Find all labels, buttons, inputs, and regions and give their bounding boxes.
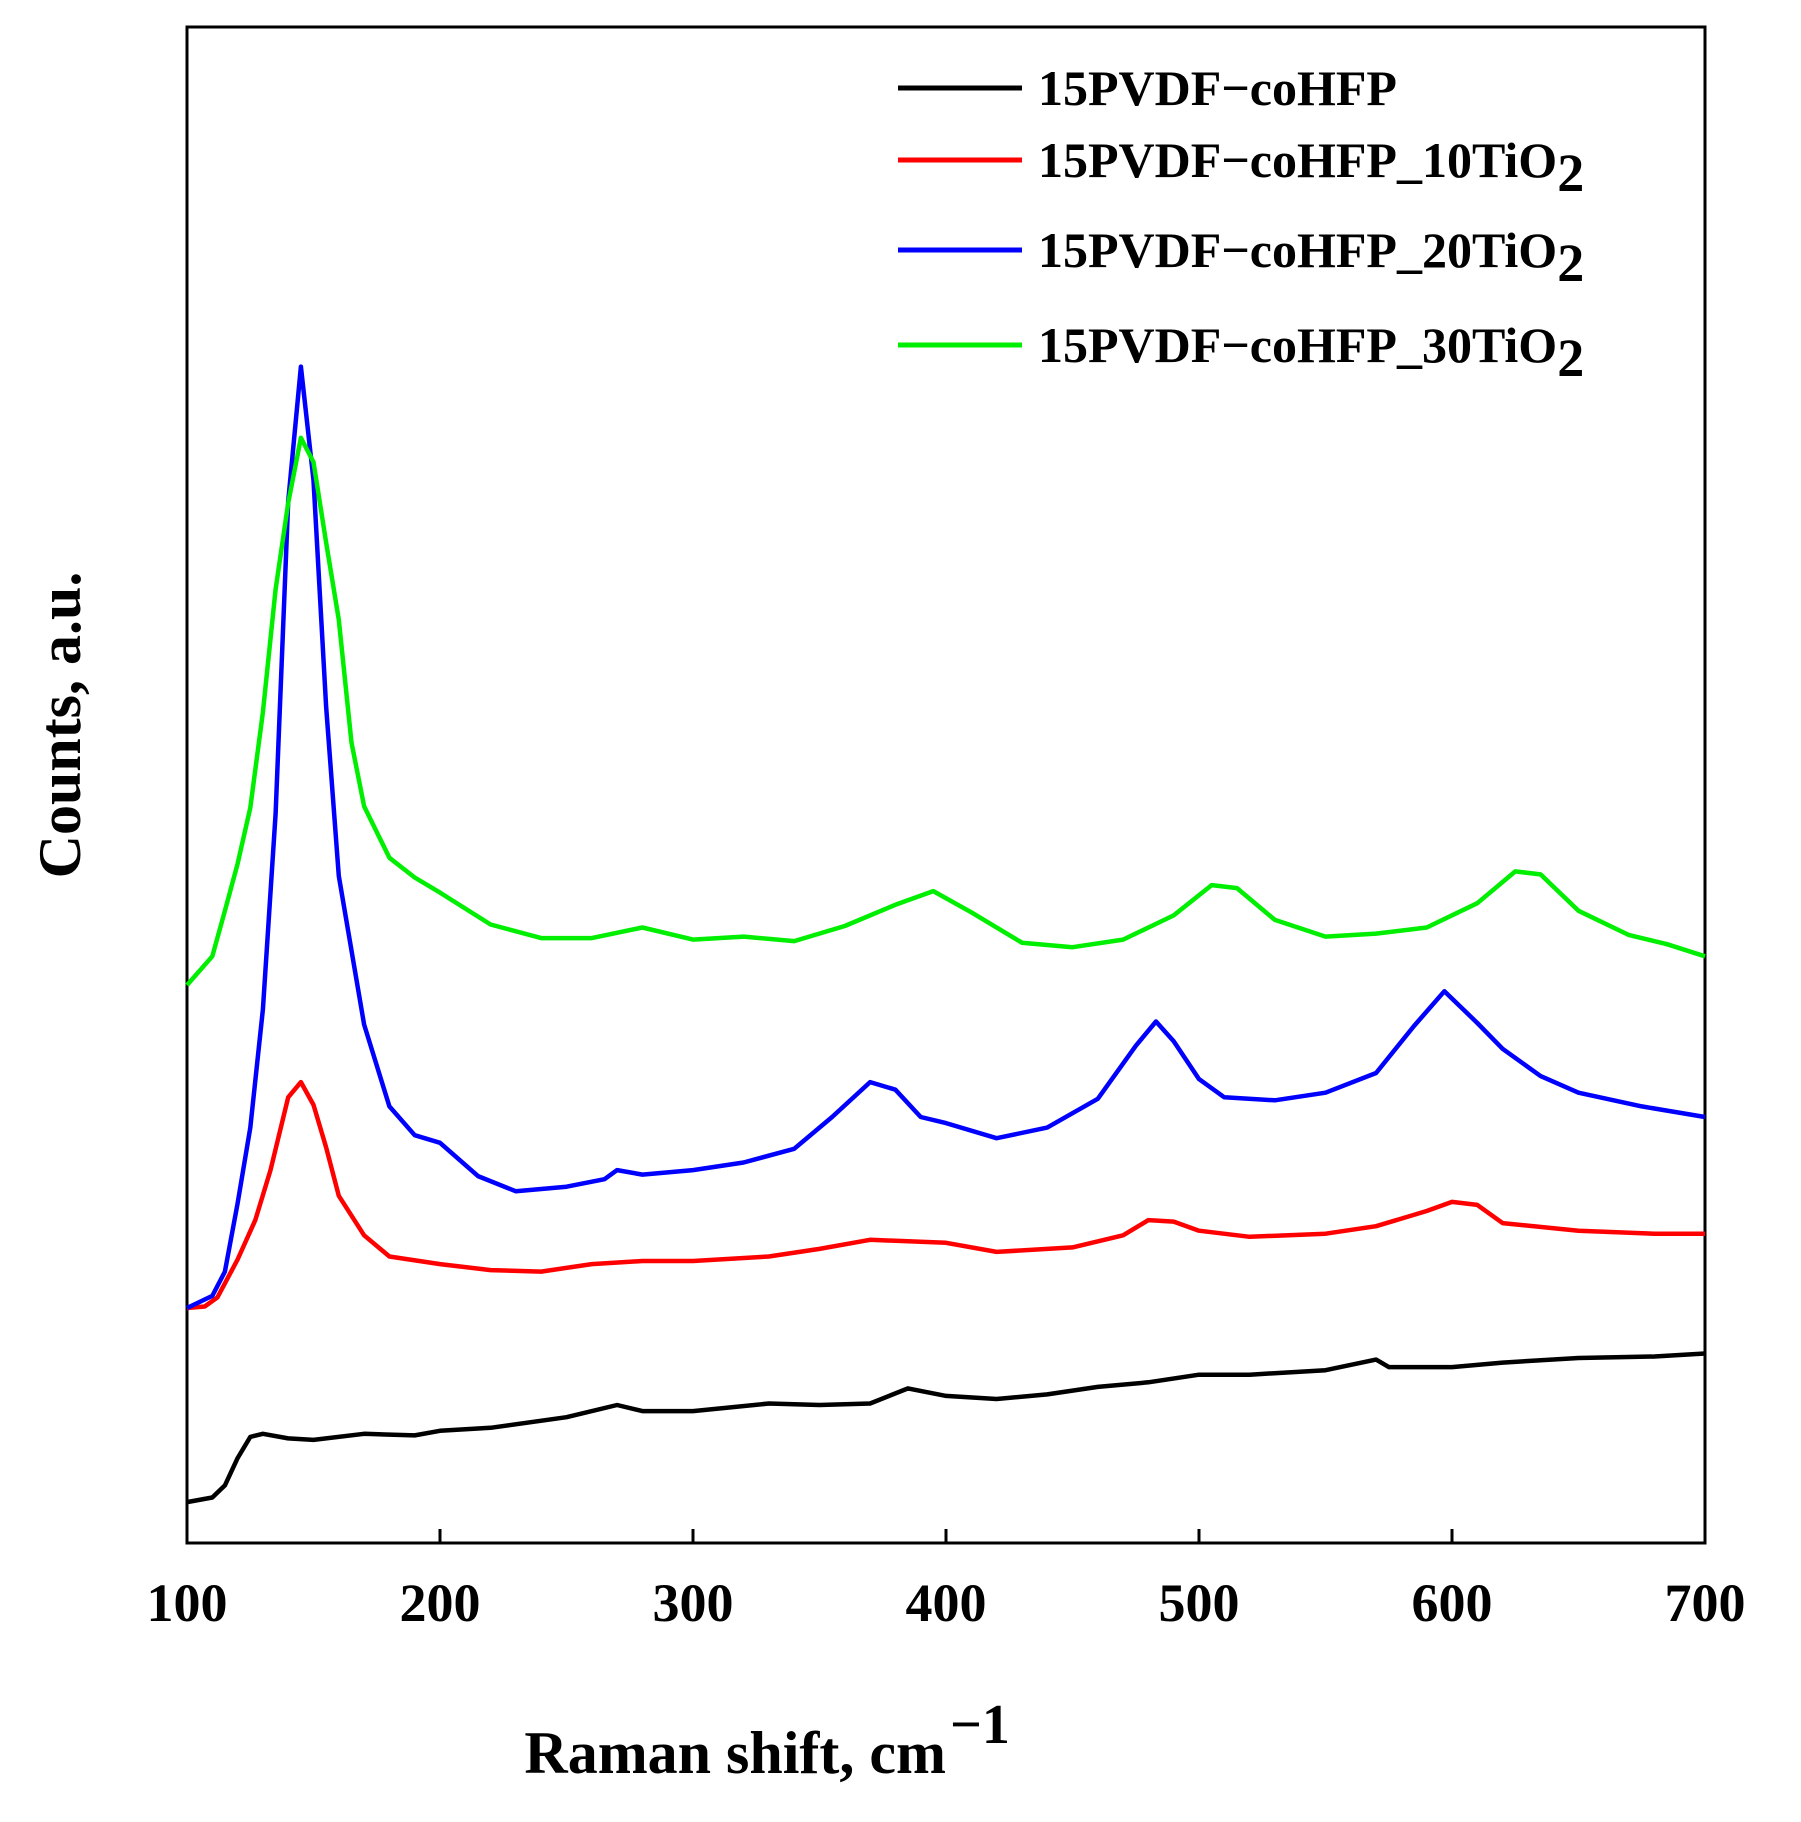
x-tick-label: 100 xyxy=(147,1573,228,1633)
x-tick-label: 200 xyxy=(400,1573,481,1633)
x-tick-label: 500 xyxy=(1159,1573,1240,1633)
x-axis-title: Raman shift, cm xyxy=(524,1720,946,1786)
x-tick-label: 300 xyxy=(653,1573,734,1633)
x-tick-label: 700 xyxy=(1665,1573,1746,1633)
x-tick-label: 600 xyxy=(1412,1573,1493,1633)
y-axis-title: Counts, a.u. xyxy=(27,572,93,879)
series-line-4 xyxy=(185,435,1706,987)
series-layer xyxy=(185,364,1706,1505)
legend-label-1: 15PVDF−coHFP xyxy=(1038,60,1397,116)
series-line-3 xyxy=(186,364,1706,1311)
x-axis-title-superscript: −1 xyxy=(950,1694,1010,1756)
x-tick-label: 400 xyxy=(906,1573,987,1633)
series-line-1 xyxy=(186,1351,1706,1505)
x-axis: 100 200 300 400 500 600 700 xyxy=(147,1529,1746,1633)
series-line-2 xyxy=(186,1079,1705,1311)
